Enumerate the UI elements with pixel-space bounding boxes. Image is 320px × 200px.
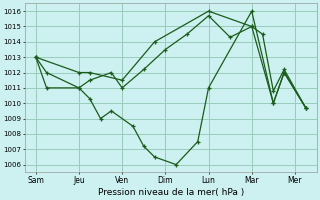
X-axis label: Pression niveau de la mer( hPa ): Pression niveau de la mer( hPa ) (98, 188, 244, 197)
